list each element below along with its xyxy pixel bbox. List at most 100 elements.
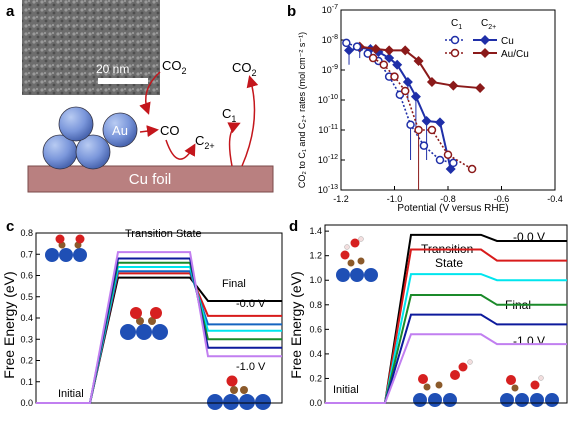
legend-cu-c2-marker: [480, 35, 490, 45]
panel-d-ylabel: Free Energy (eV): [288, 271, 304, 378]
data-point: [368, 53, 378, 63]
data-point: [392, 59, 403, 70]
legend: C1 C2+ Cu Au/Cu: [445, 18, 529, 60]
data-point: [434, 117, 445, 128]
reaction-arrow: [227, 122, 241, 167]
panel-c: c Free Energy (eV) Transition State Fina…: [0, 215, 285, 417]
panel-c-initial-label: Initial: [58, 388, 84, 400]
data-point: [467, 164, 477, 174]
data-point: [384, 45, 395, 56]
co2-left-label: CO2: [162, 58, 187, 76]
scale-bar-label: 20 nm: [96, 62, 129, 76]
molecule-initial-c: [45, 234, 87, 262]
molecule-final-d-2: [500, 375, 559, 407]
au-particle-labeled: [102, 112, 138, 148]
data-point: [443, 150, 453, 159]
y-tick-label: 10-11: [318, 124, 338, 135]
molecule-initial-d: [336, 236, 378, 282]
panel-a-figure: a 20 nm Cu foil: [6, 0, 274, 193]
data-point: [419, 141, 429, 150]
y-tick-label: 0.1: [20, 377, 33, 387]
panel-c-top-potential: -0.0 V: [236, 298, 266, 310]
y-tick-label: 10-9: [322, 64, 338, 75]
plot-frame: [340, 9, 556, 191]
y-tick-label: 10-8: [322, 34, 338, 45]
y-tick-label: 0.3: [20, 334, 33, 344]
au-label: Au: [112, 123, 128, 138]
panel-b-ylabel: CO₂ to C₁ and C₂₊ rates (mol cm⁻² s⁻¹): [297, 32, 307, 188]
panel-d-ts-label-2: State: [435, 256, 463, 270]
cu-foil-label: Cu foil: [129, 171, 172, 188]
series-line: [372, 57, 473, 170]
y-tick-label: 0.4: [20, 313, 33, 323]
panel-d-bottom-potential: -1.0 V: [513, 334, 545, 348]
co-label: CO: [160, 123, 180, 138]
data-point: [427, 125, 437, 135]
x-tick-label: -0.6: [494, 194, 510, 204]
energy-path: [325, 333, 567, 404]
data-point: [363, 49, 372, 58]
y-tick-label: 1.4: [309, 226, 322, 236]
energy-path: [36, 276, 282, 404]
x-tick-label: -1.0: [387, 194, 403, 204]
y-tick-label: 0.8: [309, 300, 322, 310]
y-tick-label: 10-10: [318, 94, 338, 105]
data-point: [352, 42, 362, 51]
tem-image: 20 nm: [22, 0, 160, 95]
y-tick-label: 0.6: [20, 271, 33, 281]
chart-b: b CO₂ to C₁ and C₂₊ rates (mol cm⁻² s⁻¹)…: [287, 3, 563, 214]
data-point: [421, 115, 432, 126]
y-tick-label: 0.2: [309, 373, 322, 383]
energy-path: [325, 313, 567, 404]
molecule-final-c: [207, 375, 271, 410]
chart-c: c Free Energy (eV) Transition State Fina…: [1, 218, 283, 410]
reaction-arrow: [139, 125, 159, 138]
data-point: [406, 120, 415, 129]
legend-aucu-c1-marker: [450, 48, 460, 58]
c2-label: C2+: [195, 133, 215, 151]
data-point: [426, 76, 437, 87]
y-tick-label: 10-13: [318, 184, 338, 195]
y-tick-label: 10-7: [322, 4, 338, 15]
panel-c-final-label: Final: [222, 278, 246, 290]
panel-c-ylabel: Free Energy (eV): [1, 271, 17, 378]
panel-c-letter: c: [6, 218, 14, 235]
data-point: [342, 38, 351, 48]
panel-a: a 20 nm Cu foil: [0, 0, 285, 205]
legend-c1-header: C1: [451, 18, 462, 31]
panel-b: b CO₂ to C₁ and C₂₊ rates (mol cm⁻² s⁻¹)…: [285, 0, 571, 215]
data-point: [448, 80, 459, 91]
molecule-final-d-1: [413, 359, 473, 407]
data-point: [379, 60, 389, 69]
y-tick-label: 0.0: [309, 398, 322, 408]
panel-d: d Free Energy (eV) Transition State Fina…: [285, 215, 571, 417]
legend-c2-header: C2+: [481, 18, 496, 31]
data-point: [475, 83, 486, 94]
panel-d-letter: d: [289, 218, 298, 235]
y-tick-label: 10-12: [318, 154, 338, 165]
data-point: [390, 72, 399, 81]
energy-path: [36, 251, 282, 404]
chart-d: d Free Energy (eV) Transition State Fina…: [288, 218, 568, 408]
y-tick-label: 0.6: [309, 324, 322, 334]
x-tick-label: -0.8: [440, 194, 456, 204]
c1-label: C1: [222, 106, 236, 124]
panel-a-letter: a: [6, 3, 15, 20]
data-point: [402, 76, 413, 87]
y-tick-label: 0.7: [20, 249, 33, 259]
y-tick-label: 1.0: [309, 275, 322, 285]
panel-c-bottom-potential: -1.0 V: [236, 361, 266, 373]
reaction-arrow: [165, 139, 196, 160]
y-tick-label: 0.5: [20, 292, 33, 302]
panel-d-initial-label: Initial: [333, 384, 359, 396]
au-particle: [58, 106, 94, 142]
plot-frame: [324, 224, 568, 404]
data-point: [435, 155, 445, 165]
y-tick-label: 1.2: [309, 251, 322, 261]
y-tick-label: 0.0: [20, 398, 33, 408]
au-particle: [75, 134, 111, 170]
legend-cu-label: Cu: [501, 36, 514, 47]
molecule-ts-c: [120, 307, 168, 340]
legend-aucu-label: Au/Cu: [501, 49, 529, 60]
reaction-arrow: [139, 71, 161, 115]
